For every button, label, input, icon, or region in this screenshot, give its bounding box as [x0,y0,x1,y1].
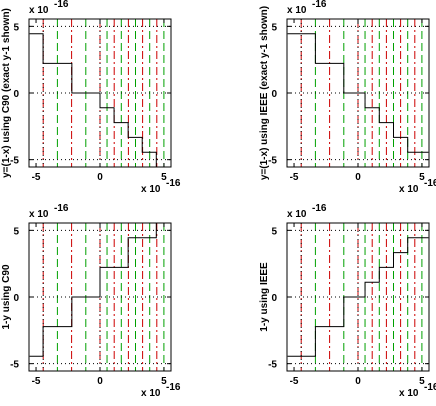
x-tick-label: 0 [355,172,361,183]
step-series-line [287,33,429,153]
y-exponent-power: -16 [312,0,327,10]
x-tick-label: 0 [97,376,103,387]
plot-area [287,223,429,371]
step-series-line [29,223,171,357]
x-tick-label: 0 [97,172,103,183]
x-tick-label: -5 [32,376,41,387]
step-series-line [287,237,429,357]
y-tick-label: 5 [13,226,19,237]
y-tick-label: -5 [268,360,277,371]
y-exponent-base: x 10 [287,5,307,16]
x-tick-label: 0 [355,376,361,387]
y-exponent-base: x 10 [287,209,307,220]
x-tick-label: -5 [290,172,299,183]
x-tick-label: 5 [161,172,167,183]
step-series-line [29,33,171,167]
y-exponent-base: x 10 [29,209,49,220]
x-tick-label: -5 [290,376,299,387]
y-axis-label: y=(1-x) using C90 (exact y-1 shown) [1,8,12,178]
y-tick-label: 5 [13,22,19,33]
y-tick-label: 0 [13,89,19,100]
x-exponent-base: x 10 [399,184,419,195]
x-exponent-power: -16 [166,382,181,393]
plot-area [287,19,429,167]
y-tick-label: -5 [268,156,277,167]
y-tick-label: 5 [271,22,277,33]
x-tick-label: -5 [32,172,41,183]
y-axis-label: 1-y using IEEE [259,262,270,332]
x-tick-label: 5 [419,376,425,387]
y-tick-label: 0 [271,293,277,304]
y-exponent-power: -16 [54,0,69,10]
plot-area [29,223,171,371]
y-tick-label: -5 [10,156,19,167]
plot-area [29,19,171,167]
x-exponent-power: -16 [424,382,436,393]
y-tick-label: 0 [271,89,277,100]
y-tick-label: 0 [13,293,19,304]
y-axis-label: y=(1-x) using IEEE (exact y-1 shown) [259,6,270,180]
y-tick-label: -5 [10,360,19,371]
x-tick-label: 5 [419,172,425,183]
y-exponent-base: x 10 [29,5,49,16]
y-exponent-power: -16 [312,203,327,214]
y-axis-label: 1-y using C90 [1,264,12,329]
x-exponent-base: x 10 [141,388,161,399]
x-exponent-base: x 10 [141,184,161,195]
x-exponent-power: -16 [166,178,181,189]
x-exponent-base: x 10 [399,388,419,399]
x-tick-label: 5 [161,376,167,387]
y-tick-label: 5 [271,226,277,237]
x-exponent-power: -16 [424,178,436,189]
y-exponent-power: -16 [54,203,69,214]
